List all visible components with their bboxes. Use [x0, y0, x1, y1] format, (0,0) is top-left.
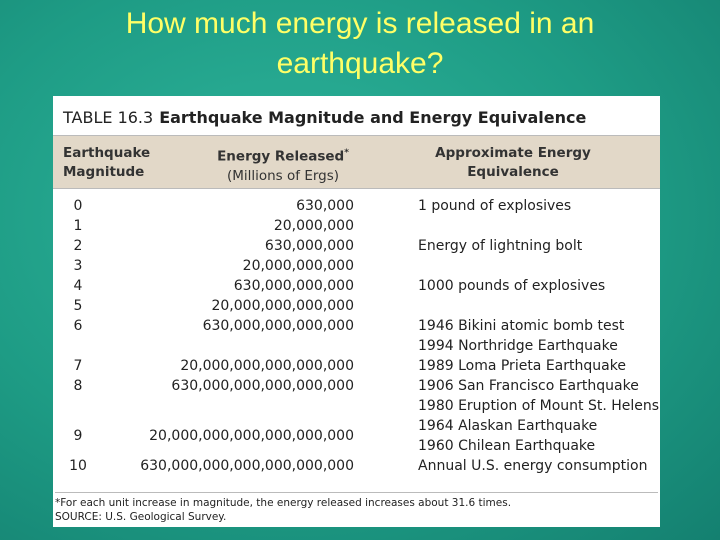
- energy-cell: 630,000,000,000,000,000: [171, 378, 354, 394]
- energy-cell: 20,000,000,000,000,000: [180, 358, 354, 374]
- energy-cell: 630,000,000,000: [233, 278, 354, 294]
- footnote: SOURCE: U.S. Geological Survey.: [55, 511, 227, 523]
- energy-cell: 630,000,000,000,000: [202, 318, 354, 334]
- magnitude-cell: 0: [73, 198, 83, 214]
- table-image: TABLE 16.3 Earthquake Magnitude and Energ…: [53, 96, 660, 527]
- magnitude-cell: 9: [73, 428, 83, 444]
- equivalence-cell: Annual U.S. energy consumption: [418, 458, 648, 474]
- energy-cell: 630,000,000: [264, 238, 354, 254]
- equivalence-cell: 1980 Eruption of Mount St. Helens: [418, 398, 660, 414]
- magnitude-cell: 5: [73, 298, 83, 314]
- equivalence-cell: 1000 pounds of explosives: [418, 278, 606, 294]
- slide-title: How much energy is released in an earthq…: [125, 7, 595, 80]
- magnitude-cell: 2: [73, 238, 83, 254]
- table-caption: TABLE 16.3 Earthquake Magnitude and Energ…: [63, 108, 586, 127]
- energy-cell: 630,000: [296, 198, 354, 214]
- magnitude-cell: 3: [73, 258, 83, 274]
- header-band: Earthquake Magnitude Energy Released* (M…: [53, 135, 660, 189]
- energy-cell: 20,000,000,000,000: [211, 298, 354, 314]
- equivalence-cell: 1989 Loma Prieta Earthquake: [418, 358, 626, 374]
- equivalence-cell: 1960 Chilean Earthquake: [418, 438, 596, 454]
- footnote-mark: *: [344, 148, 349, 158]
- magnitude-cell: 8: [73, 378, 83, 394]
- magnitude-cell: 1: [73, 218, 83, 234]
- footnotes: *For each unit increase in magnitude, th…: [55, 492, 658, 524]
- energy-cell: 20,000,000: [273, 218, 354, 234]
- equivalence-cell: 1946 Bikini atomic bomb test: [418, 318, 625, 334]
- energy-cell: 630,000,000,000,000,000,000: [140, 458, 354, 474]
- footnote: *For each unit increase in magnitude, th…: [55, 497, 512, 509]
- equivalence-cell: 1 pound of explosives: [418, 198, 572, 214]
- equivalence-cell: 1994 Northridge Earthquake: [418, 338, 618, 354]
- equivalence-cell: 1964 Alaskan Earthquake: [418, 418, 598, 434]
- header-line: Earthquake: [63, 145, 151, 161]
- energy-cell: 20,000,000,000: [242, 258, 354, 274]
- header-equivalence: Approximate Energy Equivalence: [413, 144, 613, 182]
- magnitude-cell: 7: [73, 358, 83, 374]
- equivalence-cell: Energy of lightning bolt: [418, 238, 583, 254]
- header-line: (Millions of Ergs): [226, 167, 340, 184]
- equivalence-cell: 1906 San Francisco Earthquake: [418, 378, 639, 394]
- table-title: Earthquake Magnitude and Energy Equivale…: [159, 108, 587, 127]
- header-line: Magnitude: [63, 164, 145, 180]
- magnitude-cell: 10: [69, 458, 87, 474]
- header-line: Energy Released*: [193, 144, 373, 167]
- header-line: Equivalence: [467, 164, 559, 180]
- magnitude-cell: 6: [73, 318, 83, 334]
- energy-cell: 20,000,000,000,000,000,000: [149, 428, 354, 444]
- header-magnitude: Earthquake Magnitude: [63, 144, 150, 182]
- header-line: Approximate Energy: [435, 145, 591, 161]
- header-text: Energy Released: [217, 148, 345, 165]
- table-label: TABLE 16.3: [63, 108, 154, 127]
- header-energy: Energy Released* (Millions of Ergs): [193, 144, 373, 186]
- magnitude-cell: 4: [73, 278, 83, 294]
